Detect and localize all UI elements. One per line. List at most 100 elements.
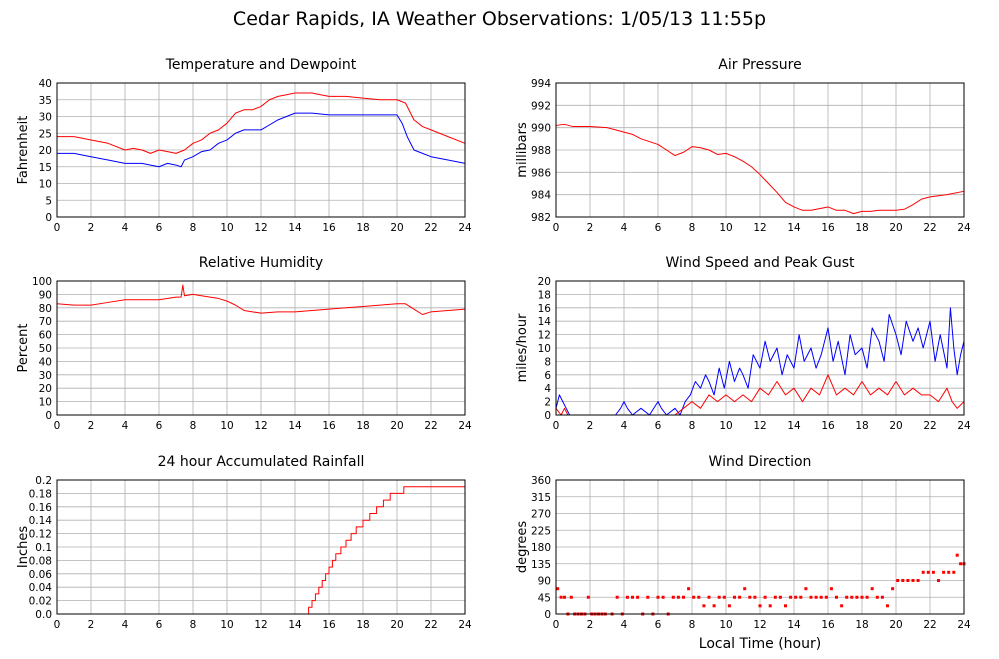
y-tick-label: 0.2 [35,475,52,487]
x-tick-label: 22 [923,222,936,234]
x-tick-label: 22 [923,619,936,631]
y-tick-label: 20 [538,276,551,288]
y-tick-label: 6 [544,370,551,382]
chart-title: Air Pressure [718,57,801,73]
x-tick-label: 0 [553,619,560,631]
x-axis-label: Local Time (hour) [699,636,821,652]
y-tick-label: 988 [531,145,551,157]
y-tick-label: 15 [39,162,52,174]
y-tick-label: 18 [538,289,551,301]
x-tick-label: 20 [390,420,403,432]
data-point [615,595,619,599]
x-tick-label: 8 [689,619,696,631]
data-point [743,587,747,591]
data-point [636,595,640,599]
series-line-1 [57,92,466,154]
x-tick-label: 18 [356,222,369,234]
data-point [880,595,884,599]
data-point [768,604,772,608]
data-point [646,595,650,599]
y-tick-label: 0 [45,212,52,224]
x-tick-label: 12 [753,222,766,234]
data-point [804,587,808,591]
y-tick-label: 994 [531,78,551,90]
y-tick-label: 40 [39,78,52,90]
x-tick-label: 24 [458,420,472,432]
x-tick-label: 12 [254,420,267,432]
plot-frame [56,280,466,416]
chart-humidity: 0 2 4 6 8 10 12 14 16 18 20 22 240102030405060708090… [16,255,472,432]
y-tick-label: 0.1 [35,542,52,554]
x-tick-label: 6 [156,420,163,432]
data-point [906,579,910,582]
chart-temp: 0 2 4 6 8 10 12 14 16 18 20 22 240510152025303540Tem… [16,57,472,234]
x-tick-label: 16 [821,222,835,234]
data-point [707,595,711,599]
data-point [789,595,793,599]
data-point [702,604,706,608]
x-tick-label: 8 [190,420,197,432]
series-line-1 [555,123,965,215]
x-tick-label: 18 [855,619,868,631]
y-tick-label: 10 [538,343,551,355]
chart-title: Relative Humidity [199,255,323,271]
x-tick-label: 16 [322,619,336,631]
x-tick-label: 22 [424,222,437,234]
y-tick-label: 0.14 [29,515,53,527]
x-tick-label: 2 [587,619,594,631]
x-tick-label: 4 [122,222,129,234]
x-tick-label: 16 [322,420,336,432]
x-tick-label: 14 [787,619,801,631]
y-tick-label: 4 [544,383,551,395]
x-tick-label: 22 [424,420,437,432]
chart-rain: 0 2 4 6 8 10 12 14 16 18 20 22 240.00.020.040.060.08… [16,454,472,631]
data-point [712,604,716,608]
data-point [926,570,930,574]
x-tick-label: 16 [821,420,835,432]
data-point [631,595,634,599]
y-tick-label: 10 [39,397,52,409]
data-point [671,595,675,599]
x-tick-label: 12 [753,420,766,432]
x-tick-label: 0 [553,420,560,432]
plot-frame [555,280,965,416]
y-tick-label: 80 [39,303,52,315]
y-tick-label: 0.04 [29,582,53,594]
chart-wind: 0 2 4 6 8 10 12 14 16 18 20 22 2402468101214161820Wi… [515,255,971,432]
data-point [891,587,895,591]
x-tick-label: 12 [254,222,267,234]
y-tick-label: 360 [531,475,551,487]
data-point [896,579,900,582]
x-tick-label: 4 [122,420,129,432]
y-axis-label: Fahrenheit [16,116,31,185]
y-tick-label: 982 [531,212,551,224]
x-tick-label: 6 [655,619,662,631]
y-axis-label: Inches [16,526,31,568]
x-tick-label: 20 [889,420,902,432]
data-point [937,579,940,582]
y-tick-label: 0 [544,609,551,621]
y-tick-label: 10 [39,179,52,191]
series-line-2 [57,112,466,168]
x-tick-label: 4 [621,420,628,432]
y-tick-label: 14 [538,316,552,328]
y-tick-label: 0.0 [35,609,52,621]
chart-title: 24 hour Accumulated Rainfall [158,454,365,470]
plot-frame [56,82,466,218]
y-tick-label: 100 [32,276,52,288]
data-point [942,570,946,574]
data-point [855,595,859,599]
x-tick-label: 8 [190,619,197,631]
data-point [738,595,742,599]
x-tick-label: 6 [655,420,662,432]
y-tick-label: 16 [538,303,552,315]
plot-frame [555,82,965,218]
x-tick-label: 10 [719,420,732,432]
y-tick-label: 2 [544,397,551,409]
y-tick-label: 0.02 [29,596,52,608]
y-tick-label: 135 [531,559,551,571]
x-tick-label: 24 [957,222,971,234]
data-point [921,570,925,574]
y-tick-label: 986 [531,167,551,179]
